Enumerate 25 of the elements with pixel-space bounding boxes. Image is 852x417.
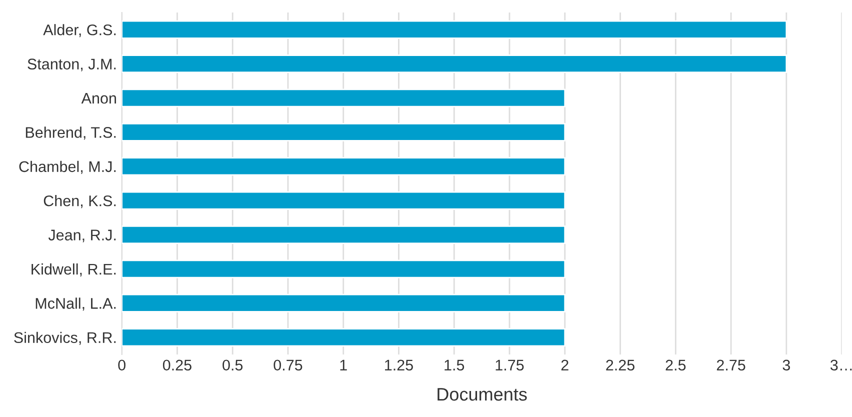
y-tick-label: Sinkovics, R.R.: [14, 332, 116, 345]
x-tick-label: 1.25: [385, 360, 413, 371]
x-tick-label: 2.25: [606, 360, 634, 371]
y-tick-label: Chambel, M.J.: [19, 160, 116, 174]
x-tick-label: 2.75: [716, 360, 746, 371]
x-axis-title: Documents: [438, 388, 527, 401]
y-tick-label: Anon: [81, 93, 116, 104]
x-tick-label: 0.75: [274, 360, 302, 371]
y-tick-label: Chen, K.S.: [44, 195, 116, 208]
y-tick-label: Behrend, T.S.: [26, 126, 116, 140]
x-tick-label: 0.25: [162, 360, 192, 371]
x-tick-label: 1.5: [444, 360, 464, 371]
x-tick-label: 0.5: [222, 360, 243, 371]
y-tick-label: Alder, G.S.: [43, 24, 116, 38]
x-tick-label: 2: [561, 360, 568, 370]
x-tick-label: 0: [118, 360, 126, 371]
x-tick-label: 3…: [830, 360, 852, 371]
x-tick-label: 2.5: [666, 360, 686, 371]
x-tick-label: 3: [782, 360, 790, 371]
x-tick-label: 1.75: [496, 360, 524, 371]
y-tick-label: McNall, L.A.: [36, 298, 116, 311]
x-tick-label: 1: [340, 360, 347, 370]
y-tick-label: Stanton, J.M.: [28, 58, 116, 72]
y-tick-label: Jean, R.J.: [48, 230, 116, 242]
y-tick-label: Kidwell, R.E.: [32, 263, 116, 276]
